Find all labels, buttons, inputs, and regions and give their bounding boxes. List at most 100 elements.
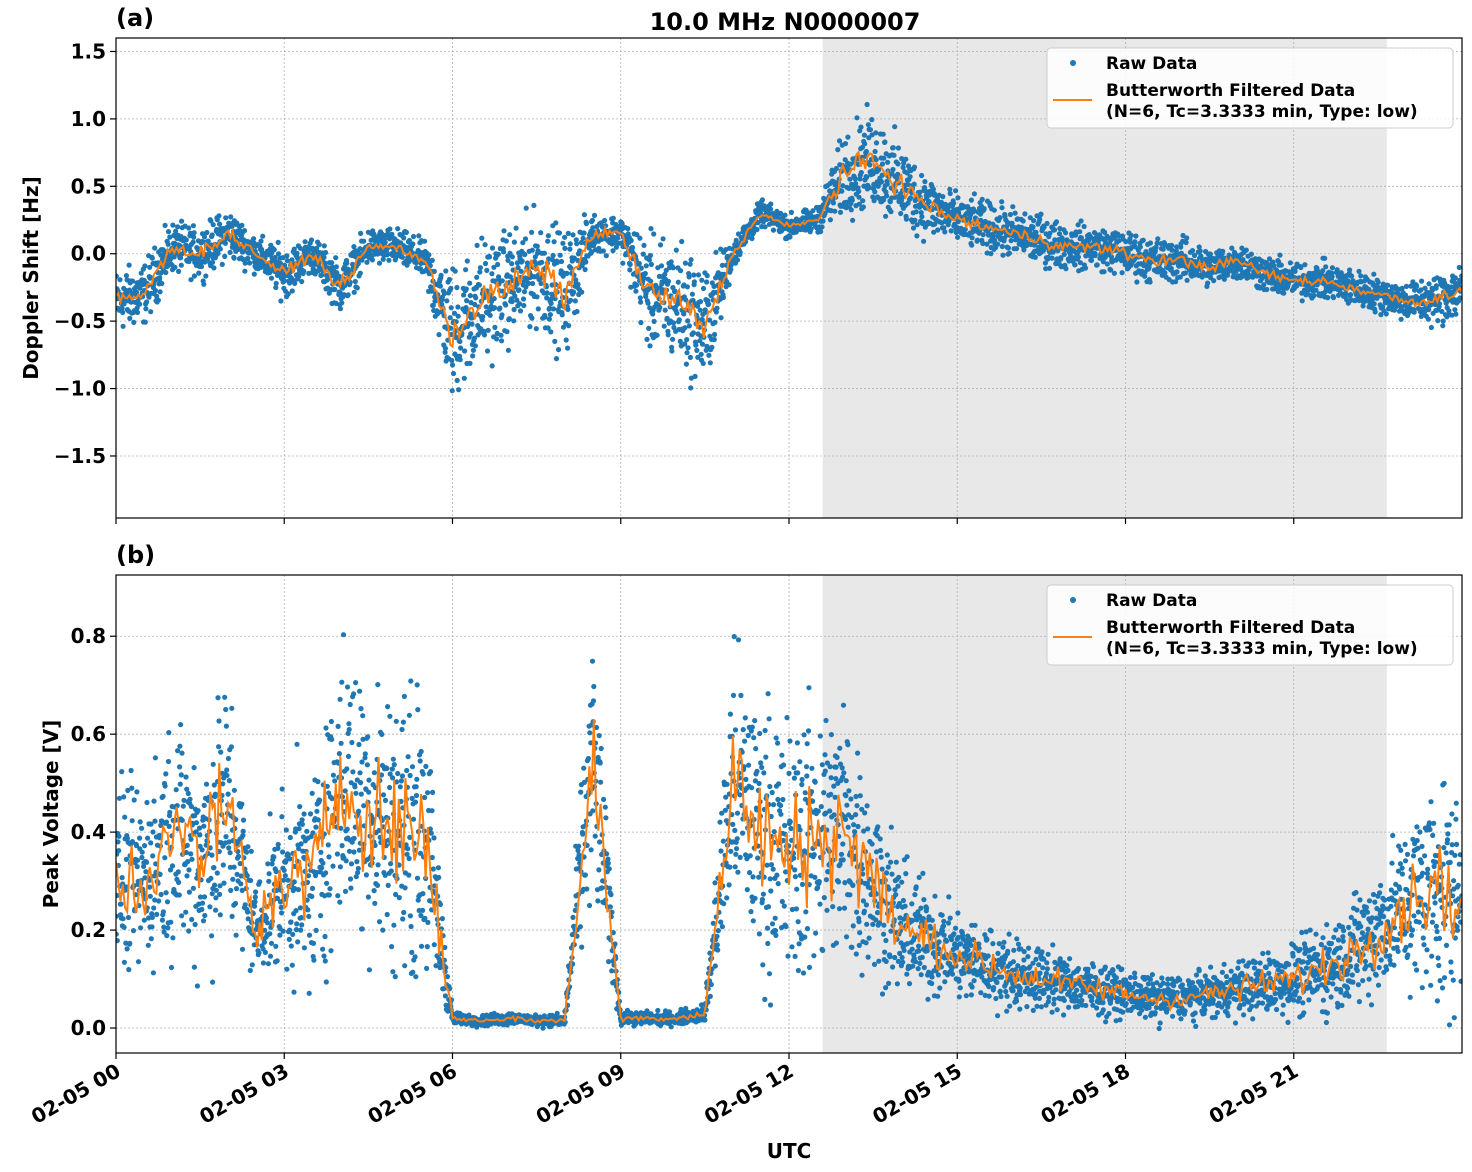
raw-data-point — [1347, 267, 1353, 273]
raw-data-point — [1032, 254, 1038, 260]
raw-data-point — [266, 878, 272, 884]
raw-data-point — [144, 299, 150, 305]
raw-data-point — [538, 230, 544, 236]
raw-data-point — [1022, 211, 1028, 217]
raw-data-point — [1391, 307, 1397, 313]
raw-data-point — [534, 294, 540, 300]
raw-data-point — [125, 914, 132, 921]
panel-b: 0.00.20.40.60.8(b)Peak Voltage [V]Raw Da… — [27, 541, 1463, 1163]
raw-data-point — [454, 284, 460, 291]
raw-data-point — [179, 817, 185, 823]
raw-data-point — [390, 969, 396, 975]
raw-data-point — [434, 311, 440, 317]
raw-data-point — [340, 632, 347, 638]
raw-data-point — [299, 817, 305, 823]
raw-data-point — [287, 856, 293, 862]
raw-data-point — [1452, 275, 1458, 281]
raw-data-point — [220, 862, 226, 868]
raw-data-point — [242, 268, 248, 274]
raw-data-point — [121, 794, 127, 800]
raw-data-point — [476, 282, 482, 288]
raw-data-point — [134, 305, 140, 311]
raw-data-point — [337, 696, 343, 702]
raw-data-point — [551, 239, 557, 245]
raw-data-point — [662, 271, 668, 277]
raw-data-point — [677, 338, 683, 344]
raw-data-point — [501, 228, 507, 234]
raw-data-point — [662, 307, 668, 313]
raw-data-point — [222, 694, 228, 700]
raw-data-point — [830, 200, 837, 206]
raw-data-point — [1426, 307, 1432, 313]
raw-data-point — [907, 195, 914, 201]
raw-data-point — [351, 849, 357, 855]
raw-data-point — [565, 306, 571, 312]
raw-data-point — [1277, 252, 1283, 258]
raw-data-point — [244, 849, 250, 855]
raw-data-point — [1394, 303, 1400, 309]
raw-data-point — [358, 791, 364, 797]
raw-data-point — [1168, 265, 1174, 272]
raw-data-point — [196, 270, 202, 276]
raw-data-point — [535, 306, 541, 312]
raw-data-point — [265, 961, 271, 967]
raw-data-point — [702, 309, 709, 315]
y-tick-label: 1.0 — [71, 107, 106, 131]
raw-data-point — [1147, 240, 1153, 246]
raw-data-point — [872, 189, 878, 195]
raw-data-point — [288, 943, 294, 949]
raw-data-point — [120, 916, 126, 922]
raw-data-point — [235, 853, 242, 859]
raw-data-point — [969, 242, 975, 248]
raw-data-point — [190, 885, 196, 891]
raw-data-point — [299, 821, 305, 827]
raw-data-point — [1174, 269, 1180, 275]
raw-data-point — [1102, 229, 1108, 235]
raw-data-point — [398, 778, 404, 784]
raw-data-point — [138, 270, 144, 276]
raw-data-point — [339, 679, 345, 685]
raw-data-point — [1053, 219, 1060, 225]
raw-data-point — [364, 259, 370, 265]
raw-data-point — [917, 189, 923, 195]
raw-data-point — [218, 749, 224, 755]
raw-data-point — [558, 258, 565, 265]
raw-data-point — [205, 238, 211, 244]
raw-data-point — [499, 278, 505, 284]
raw-data-point — [385, 704, 391, 710]
raw-data-point — [406, 872, 412, 878]
raw-data-point — [287, 927, 293, 933]
raw-data-point — [314, 808, 320, 814]
raw-data-point — [849, 197, 855, 203]
raw-data-point — [583, 259, 589, 265]
raw-data-point — [400, 916, 406, 922]
raw-data-point — [873, 140, 880, 146]
raw-data-point — [581, 230, 587, 236]
raw-data-point — [1246, 274, 1252, 280]
raw-data-point — [293, 927, 299, 933]
raw-data-point — [462, 348, 468, 354]
raw-data-point — [291, 246, 297, 252]
raw-data-point — [384, 911, 390, 918]
raw-data-point — [332, 778, 338, 784]
raw-data-point — [384, 765, 390, 772]
raw-data-point — [852, 176, 858, 182]
y-tick-label: 0.0 — [71, 242, 106, 266]
raw-data-point — [179, 218, 185, 224]
raw-data-point — [661, 323, 667, 329]
raw-data-point — [272, 254, 278, 260]
raw-data-point — [706, 301, 712, 307]
raw-data-point — [912, 217, 918, 223]
raw-data-point — [190, 239, 196, 245]
raw-data-point — [150, 970, 156, 976]
raw-data-point — [647, 252, 654, 259]
raw-data-point — [568, 265, 574, 271]
raw-data-point — [843, 199, 850, 205]
raw-data-point — [346, 848, 353, 854]
raw-data-point — [291, 989, 297, 995]
raw-data-point — [955, 195, 961, 201]
raw-data-point — [860, 204, 867, 210]
raw-data-point — [955, 234, 961, 240]
raw-data-point — [555, 347, 562, 353]
raw-data-point — [364, 762, 370, 768]
